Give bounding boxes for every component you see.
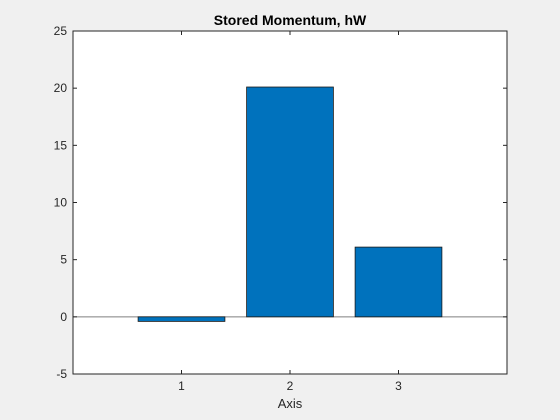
bar-1 — [137, 316, 226, 322]
y-tick-label: 15 — [54, 138, 68, 152]
bars-group — [137, 86, 443, 322]
x-tick-label: 1 — [178, 379, 185, 393]
x-axis-label: Axis — [278, 396, 303, 411]
x-tick-label: 3 — [395, 379, 402, 393]
bar-2 — [246, 86, 334, 318]
bar-3 — [354, 246, 443, 318]
y-tick-label: 25 — [54, 24, 68, 38]
x-tick-label: 2 — [287, 379, 294, 393]
chart-title: Stored Momentum, hW — [214, 12, 367, 28]
y-tick-label: 10 — [54, 196, 68, 210]
y-axis-ticks: -5 0 5 10 15 20 25 — [54, 24, 507, 381]
y-tick-label: 0 — [60, 310, 67, 324]
y-tick-label: 20 — [54, 81, 68, 95]
x-axis-ticks: 1 2 3 — [178, 31, 402, 393]
y-tick-label: -5 — [56, 367, 67, 381]
y-tick-label: 5 — [60, 253, 67, 267]
